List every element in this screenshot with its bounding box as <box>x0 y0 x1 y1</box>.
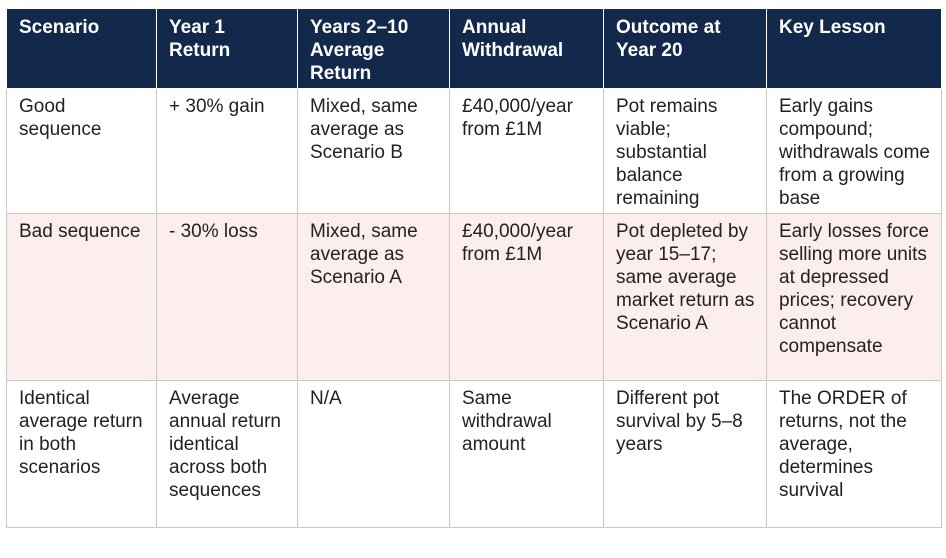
cell-years2-10-return: Mixed, same average as Scenario B <box>297 88 450 214</box>
table-row: Bad sequence - 30% loss Mixed, same aver… <box>6 213 942 381</box>
header-annual-withdrawal: Annual Withdrawal <box>449 8 604 89</box>
header-years2-10-return: Years 2–10 Average Return <box>297 8 450 89</box>
cell-outcome-year20: Different pot survival by 5–8 years <box>603 380 767 528</box>
table-header: Scenario Year 1 Return Years 2–10 Averag… <box>6 8 942 89</box>
cell-years2-10-return: N/A <box>297 380 450 528</box>
scenario-comparison-table: Scenario Year 1 Return Years 2–10 Averag… <box>6 8 942 528</box>
table-body: Good sequence + 30% gain Mixed, same ave… <box>6 88 942 528</box>
cell-year1-return: Average annual return identical across b… <box>156 380 298 528</box>
cell-key-lesson: Early losses force selling more units at… <box>766 213 942 381</box>
cell-outcome-year20: Pot remains viable; substantial balance … <box>603 88 767 214</box>
cell-annual-withdrawal: £40,000/year from £1M <box>449 88 604 214</box>
cell-scenario: Good sequence <box>6 88 157 214</box>
cell-annual-withdrawal: Same withdrawal amount <box>449 380 604 528</box>
table-row: Identical average return in both scenari… <box>6 380 942 528</box>
cell-year1-return: - 30% loss <box>156 213 298 381</box>
cell-years2-10-return: Mixed, same average as Scenario A <box>297 213 450 381</box>
cell-annual-withdrawal: £40,000/year from £1M <box>449 213 604 381</box>
header-key-lesson: Key Lesson <box>766 8 942 89</box>
cell-year1-return: + 30% gain <box>156 88 298 214</box>
header-scenario: Scenario <box>6 8 157 89</box>
header-row: Scenario Year 1 Return Years 2–10 Averag… <box>6 8 942 89</box>
header-outcome-year20: Outcome at Year 20 <box>603 8 767 89</box>
header-year1-return: Year 1 Return <box>156 8 298 89</box>
cell-key-lesson: The ORDER of returns, not the average, d… <box>766 380 942 528</box>
cell-key-lesson: Early gains compound; withdrawals come f… <box>766 88 942 214</box>
cell-scenario: Bad sequence <box>6 213 157 381</box>
cell-scenario: Identical average return in both scenari… <box>6 380 157 528</box>
cell-outcome-year20: Pot depleted by year 15–17; same average… <box>603 213 767 381</box>
table-row: Good sequence + 30% gain Mixed, same ave… <box>6 88 942 214</box>
